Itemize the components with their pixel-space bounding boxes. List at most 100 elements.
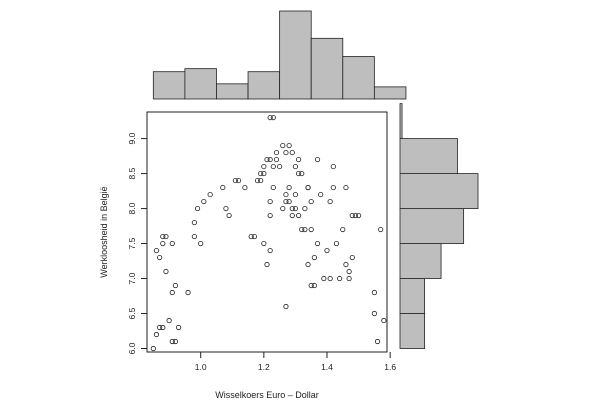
data-point xyxy=(283,303,289,310)
top-histogram-bar xyxy=(279,10,312,100)
x-tick-label: 1.6 xyxy=(384,362,396,372)
data-point xyxy=(374,338,381,345)
data-point xyxy=(267,156,273,163)
data-point xyxy=(169,338,175,345)
data-point xyxy=(295,170,302,177)
data-point xyxy=(153,331,160,338)
right-histogram-bar xyxy=(399,243,442,279)
data-point xyxy=(201,198,207,205)
data-point xyxy=(198,240,204,247)
data-point xyxy=(327,198,333,205)
top-marginal-histogram xyxy=(152,10,407,100)
data-point xyxy=(299,170,305,177)
data-point xyxy=(273,149,280,156)
data-point xyxy=(169,289,175,296)
right-histogram-bar xyxy=(399,278,426,314)
scatter-points xyxy=(150,114,387,352)
data-point xyxy=(286,142,292,149)
data-point xyxy=(330,184,336,191)
data-point xyxy=(166,317,172,324)
data-point xyxy=(270,163,276,170)
data-point xyxy=(349,254,355,261)
data-point xyxy=(160,233,166,240)
data-point xyxy=(242,184,248,191)
data-point xyxy=(175,324,182,331)
data-point xyxy=(308,226,314,233)
data-point xyxy=(321,275,327,282)
data-point xyxy=(311,282,317,289)
y-tick-label: 6.0 xyxy=(127,342,137,354)
top-histogram-bar xyxy=(247,71,281,100)
data-point xyxy=(261,240,267,247)
scatter-plot-frame xyxy=(146,111,388,353)
data-point xyxy=(280,205,286,212)
right-histogram-bar xyxy=(399,313,426,349)
data-point xyxy=(330,163,336,170)
data-point xyxy=(378,226,384,233)
data-point xyxy=(172,282,179,289)
data-point xyxy=(267,114,273,121)
data-point xyxy=(286,184,292,191)
data-point xyxy=(299,226,305,233)
right-histogram-bar xyxy=(399,138,458,174)
y-tick-label: 7.0 xyxy=(127,272,137,284)
right-marginal-histogram xyxy=(399,103,479,349)
data-point xyxy=(172,338,179,345)
data-point xyxy=(226,212,232,219)
y-tick-label: 6.5 xyxy=(127,307,137,319)
data-point xyxy=(305,261,311,268)
data-point xyxy=(355,212,362,219)
data-point xyxy=(295,212,302,219)
data-point xyxy=(261,170,267,177)
data-point xyxy=(346,268,352,275)
data-point xyxy=(191,233,197,240)
data-point xyxy=(251,233,257,240)
data-point xyxy=(258,170,264,177)
data-point xyxy=(270,184,276,191)
data-point xyxy=(267,198,273,205)
data-point xyxy=(337,275,343,282)
y-axis: 6.0 6.5 7.0 7.5 8.0 8.5 9.0 xyxy=(127,132,147,354)
data-point xyxy=(314,240,321,247)
y-tick-label: 9.0 xyxy=(127,132,137,144)
data-point xyxy=(264,156,270,163)
data-point xyxy=(235,177,242,184)
data-point xyxy=(371,310,377,317)
data-point xyxy=(273,156,280,163)
data-point xyxy=(248,233,254,240)
data-point xyxy=(277,163,283,170)
data-point xyxy=(270,114,276,121)
data-point xyxy=(302,226,308,233)
data-point xyxy=(283,149,289,156)
x-tick-label: 1.4 xyxy=(321,362,333,372)
data-point xyxy=(286,198,292,205)
data-point xyxy=(185,289,191,296)
data-point xyxy=(191,219,197,226)
data-point xyxy=(295,156,302,163)
data-point xyxy=(314,156,321,163)
data-point xyxy=(157,254,163,261)
data-point xyxy=(349,212,355,219)
top-histogram-bar xyxy=(152,71,186,100)
y-tick-label: 7.5 xyxy=(127,237,137,249)
data-point xyxy=(232,177,239,184)
data-point xyxy=(261,163,267,170)
data-point xyxy=(150,345,156,352)
data-point xyxy=(292,205,299,212)
data-point xyxy=(343,261,349,268)
data-point xyxy=(381,317,387,324)
x-tick-label: 1.2 xyxy=(258,362,270,372)
data-point xyxy=(340,226,346,233)
data-point xyxy=(157,324,163,331)
data-point xyxy=(343,184,349,191)
data-point xyxy=(254,177,261,184)
data-point xyxy=(258,177,264,184)
data-point xyxy=(220,184,226,191)
data-point xyxy=(324,247,330,254)
top-histogram-bar xyxy=(216,83,249,100)
data-point xyxy=(289,205,295,212)
x-axis: 1.0 1.2 1.4 1.6 xyxy=(195,352,396,372)
top-histogram-bar xyxy=(373,86,407,100)
top-histogram-bar xyxy=(310,37,344,100)
